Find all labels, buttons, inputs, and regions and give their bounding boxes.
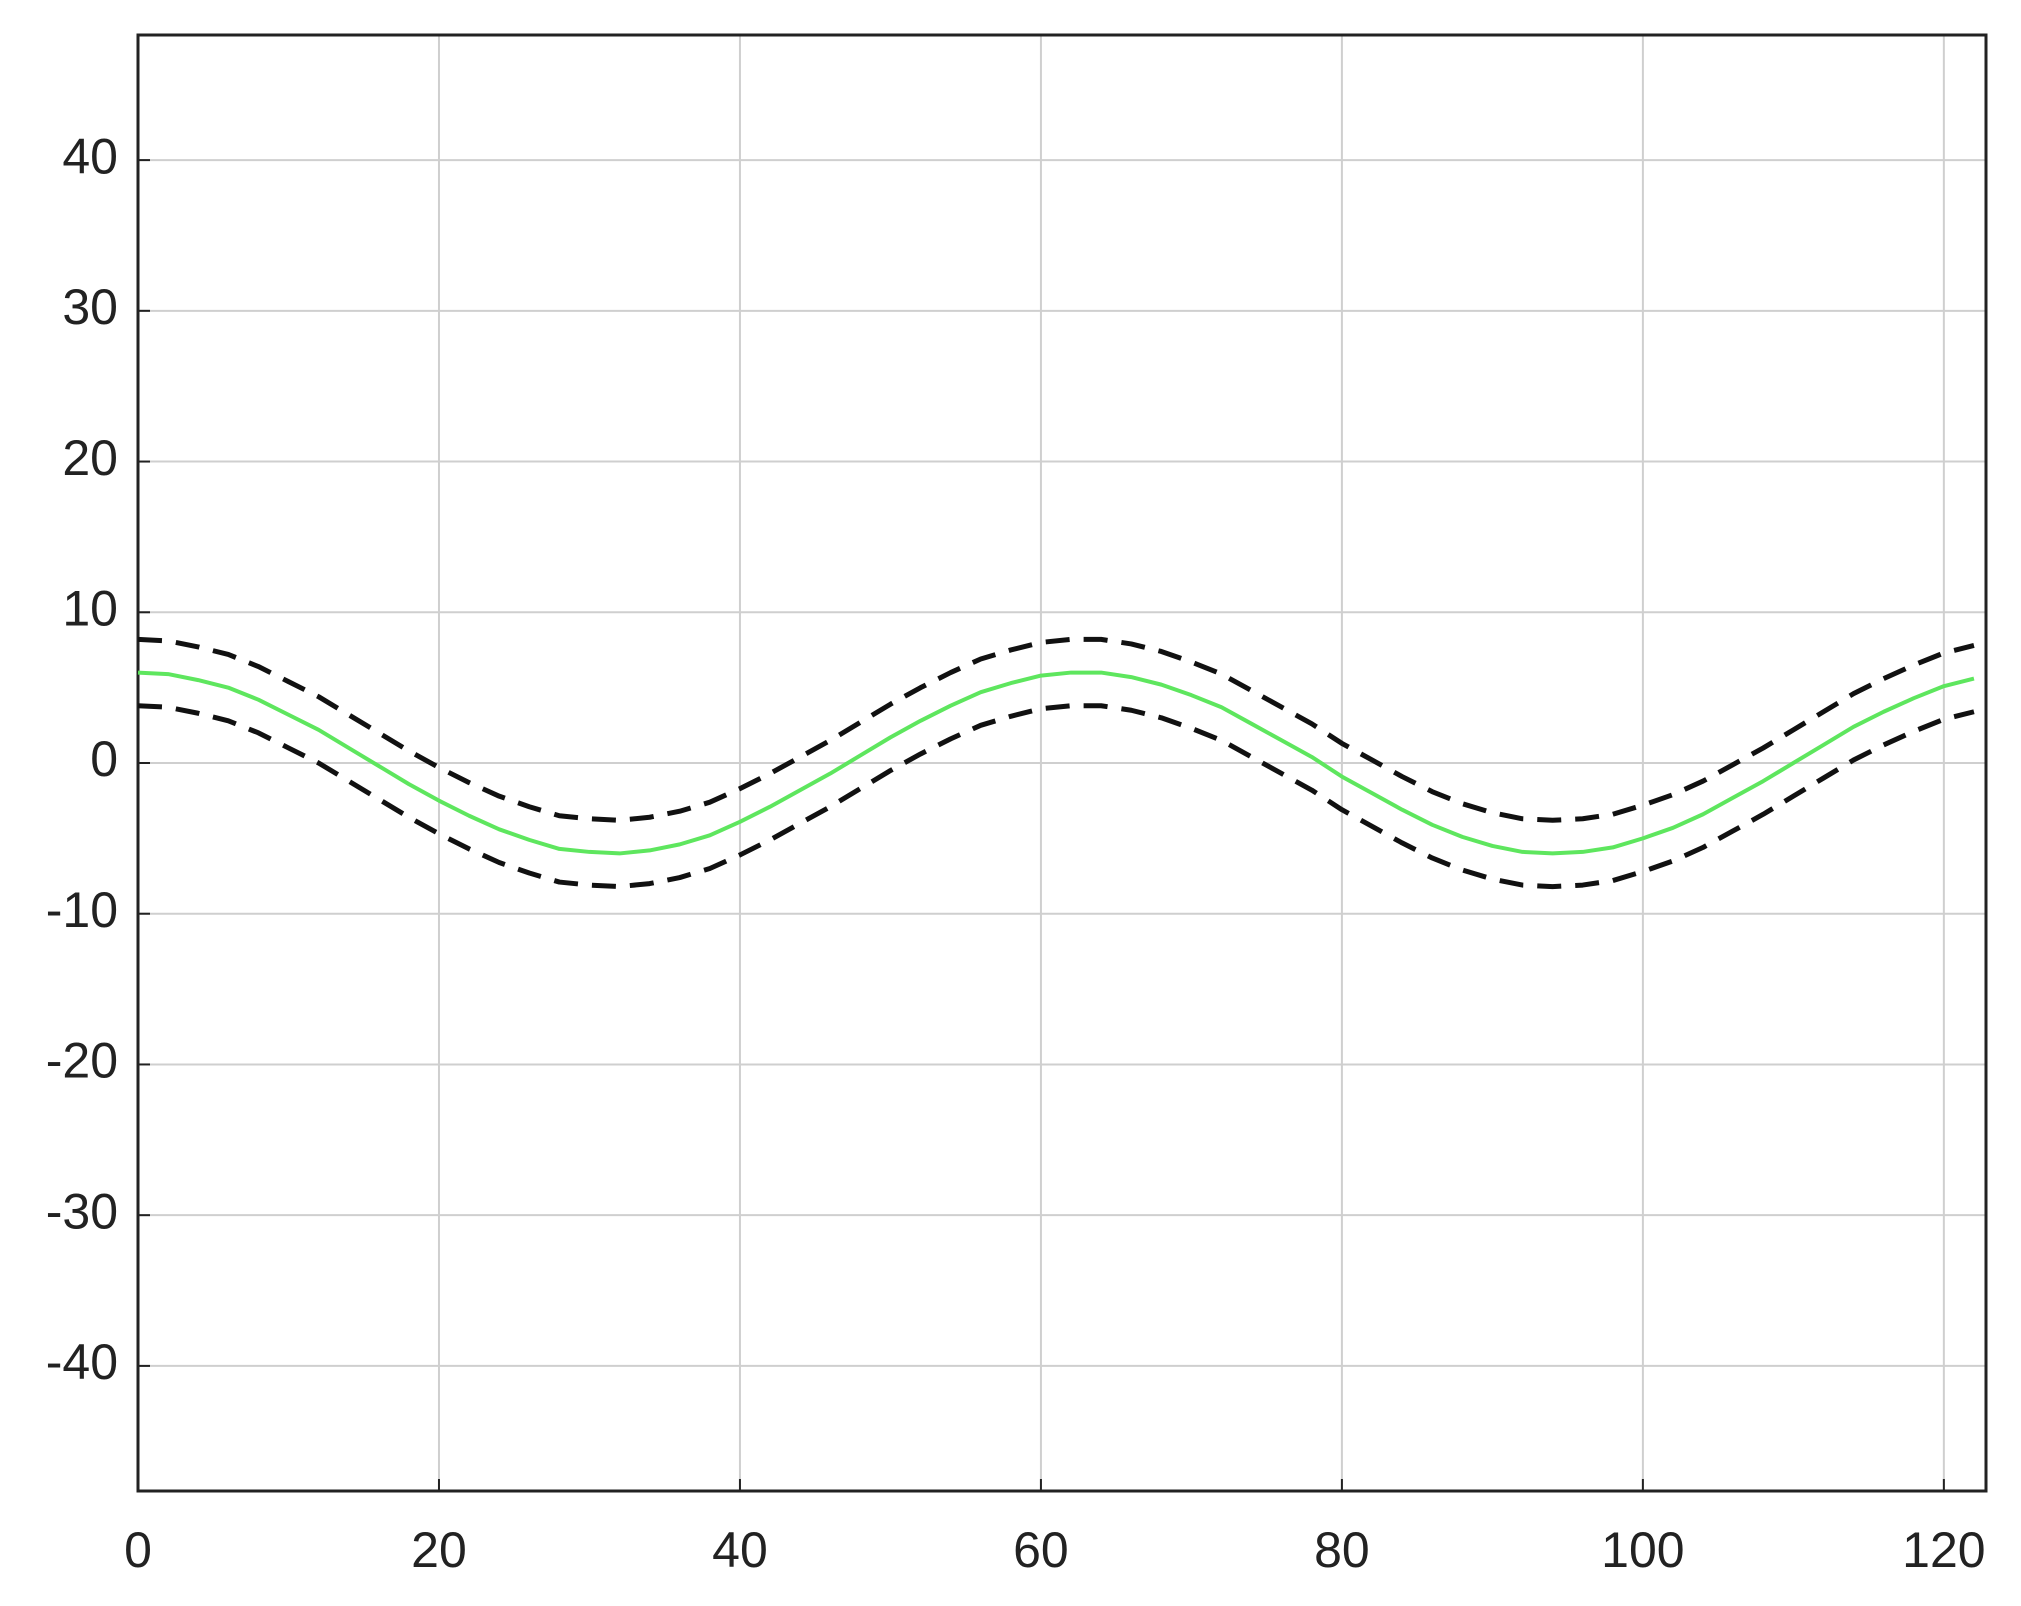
x-tick-label: 100	[1601, 1522, 1684, 1578]
series-line	[137, 703, 1975, 890]
y-tick-label: -30	[46, 1183, 118, 1239]
series-line	[137, 636, 1975, 823]
y-tick-label: 0	[90, 731, 118, 787]
x-tick-label: 40	[712, 1522, 768, 1578]
y-tick-label: -40	[46, 1334, 118, 1390]
y-tick-label: 30	[62, 279, 118, 335]
y-tick-label: 40	[62, 128, 118, 184]
y-tick-label: -10	[46, 882, 118, 938]
y-tick-label: 10	[62, 580, 118, 636]
x-tick-label: 20	[411, 1522, 467, 1578]
y-tick-label: 20	[62, 430, 118, 486]
y-tick-label: -20	[46, 1033, 118, 1089]
x-tick-label: 0	[124, 1522, 152, 1578]
x-tick-label: 80	[1314, 1522, 1370, 1578]
x-tick-label: 120	[1902, 1522, 1985, 1578]
plot-frame	[136, 33, 1988, 1493]
x-tick-label: 60	[1013, 1522, 1069, 1578]
series-line	[137, 670, 1975, 856]
